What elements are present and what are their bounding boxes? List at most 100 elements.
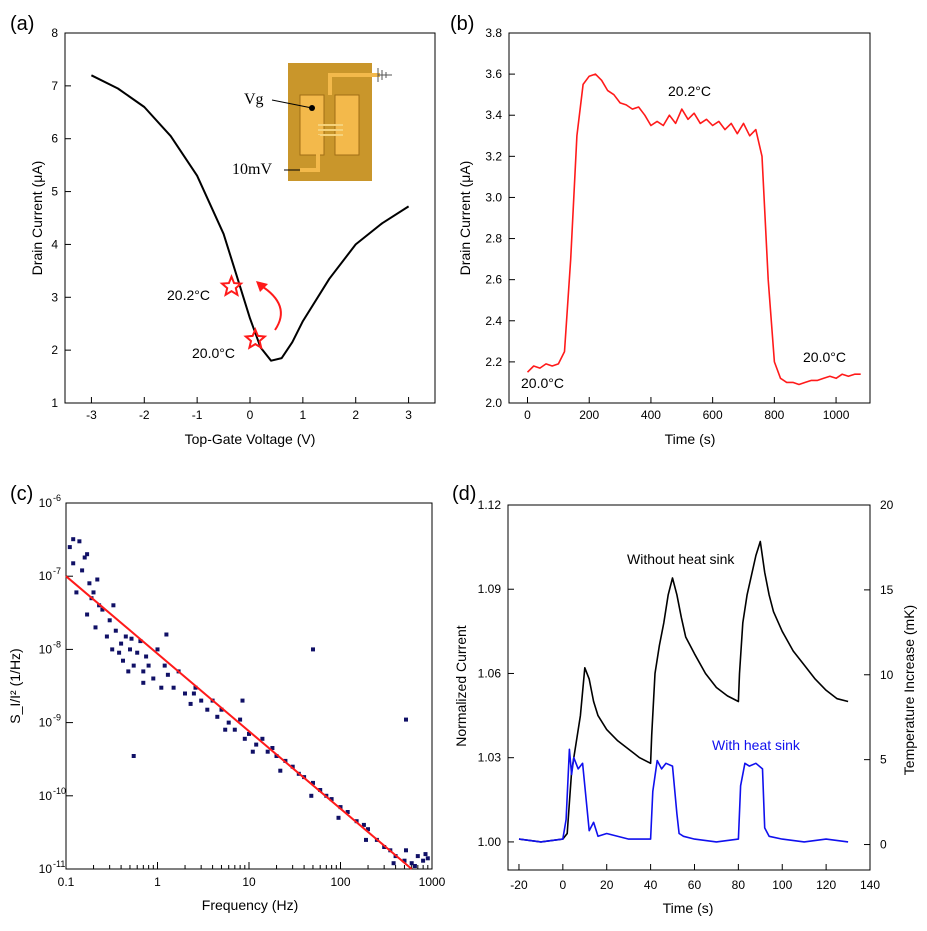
inset-leads xyxy=(300,73,380,172)
y-tick-exponent: -9 xyxy=(53,713,61,723)
x-axis-label-b: Time (s) xyxy=(665,431,716,447)
y-tick-exponent: -7 xyxy=(53,566,61,576)
annotation-with-heat-sink: With heat sink xyxy=(712,737,801,753)
scatter-point xyxy=(126,669,131,674)
axis-ticks-a: -3 -2 -1 0 1 2 3 1 2 3 4 5 6 7 8 xyxy=(51,26,412,422)
plot-frame-c xyxy=(65,502,433,870)
panel-label-d: (d) xyxy=(452,483,476,505)
x-tick-label: 800 xyxy=(764,408,784,422)
scatter-point xyxy=(205,707,210,712)
scatter-point xyxy=(144,654,149,659)
scatter-point xyxy=(311,647,315,652)
y-tick-label: 3.2 xyxy=(485,149,502,163)
scatter-point xyxy=(290,764,295,769)
scatter-point xyxy=(215,714,220,719)
y-tick-label: 10 xyxy=(39,716,53,730)
scatter-point xyxy=(165,672,170,677)
scatter-point xyxy=(250,749,255,754)
scatter-point xyxy=(364,837,368,842)
y-tick-label: 10 xyxy=(39,496,53,510)
scatter-point xyxy=(183,691,187,696)
scatter-point xyxy=(113,628,118,633)
scatter-point xyxy=(162,663,167,668)
temperature-markers xyxy=(219,274,268,350)
y-axis-label-a: Drain Current (μA) xyxy=(29,161,45,276)
y-tick-label: 1.03 xyxy=(478,751,502,765)
x-tick-label: 100 xyxy=(330,875,350,889)
inset-channel xyxy=(318,124,343,136)
scatter-point xyxy=(95,577,100,582)
scatter-point xyxy=(129,636,134,641)
drain-current-trace xyxy=(526,73,861,386)
scatter-point xyxy=(121,658,125,663)
axis-ticks-b: 0 200 400 600 800 1000 2.0 2.2 2.4 2.6 2.8 3.0 3.2 3.… xyxy=(485,26,849,422)
y-tick-label: 3.8 xyxy=(485,26,502,40)
x-tick-label: 80 xyxy=(732,878,746,892)
x-tick-label: -3 xyxy=(86,408,97,422)
y2-axis-label-d: Temperature Increase (mK) xyxy=(901,605,917,775)
scatter-point xyxy=(85,612,90,617)
x-tick-label: 0 xyxy=(524,408,531,422)
y-tick-exponent: -11 xyxy=(53,859,65,869)
scatter-point xyxy=(155,647,160,652)
x-tick-label: 20 xyxy=(600,878,614,892)
plot-frame-d xyxy=(507,504,871,871)
scatter-point xyxy=(87,581,92,586)
x-tick-label: 10 xyxy=(242,875,256,889)
y-tick-label: 3 xyxy=(51,290,58,304)
scatter-point xyxy=(91,590,96,595)
scatter-point xyxy=(247,731,251,736)
x-tick-label: 200 xyxy=(579,408,599,422)
scatter-point xyxy=(404,717,408,722)
scatter-point xyxy=(421,858,426,863)
panel-b: 0 200 400 600 800 1000 2.0 2.2 2.4 2.6 2.8 3.0 3.2 3.… xyxy=(457,26,871,447)
scatter-point xyxy=(260,736,265,741)
panel-label-b: (b) xyxy=(450,13,474,35)
y-tick-label: 2.2 xyxy=(485,355,502,369)
y-axis-label-c: S_I/I² (1/Hz) xyxy=(7,648,23,723)
x-tick-label: 1 xyxy=(300,408,307,422)
panel-label-c: (c) xyxy=(10,483,33,505)
scatter-point xyxy=(85,552,90,557)
x-tick-label: -2 xyxy=(139,408,150,422)
scatter-point xyxy=(254,742,259,747)
scatter-point xyxy=(123,634,128,639)
series-d xyxy=(518,540,849,843)
scatter-point xyxy=(265,749,270,754)
x-tick-label: 120 xyxy=(816,878,836,892)
y-axis-label-b: Drain Current (μA) xyxy=(457,161,473,276)
marker-label-hot: 20.2°C xyxy=(167,287,210,303)
scatter-point xyxy=(71,537,76,542)
x-tick-label: 140 xyxy=(860,878,880,892)
annotation-without-heat-sink: Without heat sink xyxy=(627,551,735,567)
x-axis-label-a: Top-Gate Voltage (V) xyxy=(185,431,316,447)
scatter-point xyxy=(391,861,396,866)
y-tick-label: 3.6 xyxy=(485,67,502,81)
star-marker xyxy=(243,327,268,350)
axis-ticks-d: -20 0 20 40 60 80 100 120 1401.001.031.061.091.1… xyxy=(478,498,894,892)
x-tick-label: 40 xyxy=(644,878,658,892)
fit-line xyxy=(65,575,413,870)
scatter-point xyxy=(159,685,164,690)
scatter-point xyxy=(131,663,136,668)
scatter-point xyxy=(146,663,151,668)
scatter-point xyxy=(67,545,72,550)
x-axis-label-d: Time (s) xyxy=(663,900,714,916)
scatter-point xyxy=(77,539,82,544)
scatter-point xyxy=(193,685,198,690)
scatter-point xyxy=(117,650,122,655)
scatter-point xyxy=(223,727,228,732)
x-tick-label: 100 xyxy=(772,878,792,892)
scatter-point xyxy=(232,727,237,732)
without-heat-sink-trace xyxy=(518,540,849,843)
x-tick-label: 0 xyxy=(560,878,567,892)
y-tick-label: 3.0 xyxy=(485,190,502,204)
inset-label-vg: Vg xyxy=(244,91,264,108)
y-tick-label: 7 xyxy=(51,79,58,93)
marker-label-cold: 20.0°C xyxy=(192,345,235,361)
scatter-point xyxy=(219,707,224,712)
y-tick-label: 5 xyxy=(51,185,58,199)
scatter-point xyxy=(238,717,243,722)
